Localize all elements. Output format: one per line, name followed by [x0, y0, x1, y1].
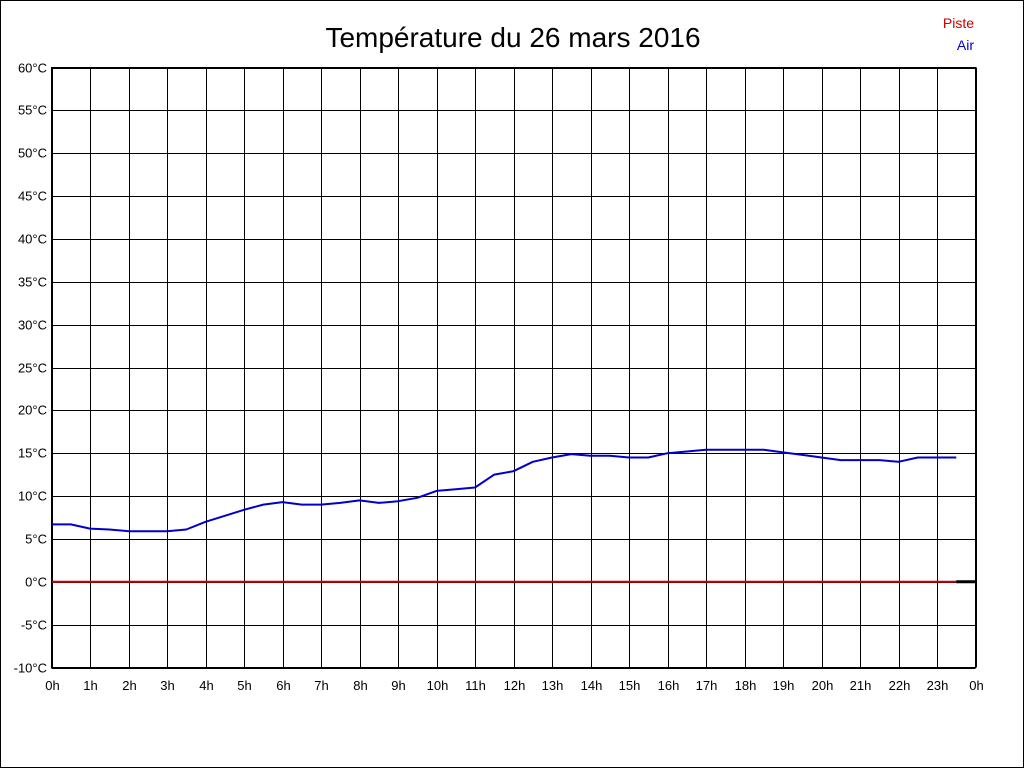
x-tick-label: 17h [696, 678, 718, 693]
x-tick-label: 15h [619, 678, 641, 693]
x-tick-label: 19h [773, 678, 795, 693]
y-tick-label: 50°C [18, 146, 47, 161]
x-tick-label: 23h [927, 678, 949, 693]
x-tick-label: 16h [658, 678, 680, 693]
y-tick-label: 20°C [18, 403, 47, 418]
series-layer [51, 448, 976, 584]
y-tick-label: 5°C [25, 532, 47, 547]
x-tick-label: 6h [276, 678, 290, 693]
y-axis-tick-labels: 60°C 55°C 50°C 45°C 40°C 35°C 30°C 25°C 20°C 15°C… [14, 61, 47, 676]
x-tick-label: 4h [199, 678, 213, 693]
y-tick-label: 15°C [18, 446, 47, 461]
x-tick-label: 2h [122, 678, 136, 693]
y-tick-label: -5°C [21, 618, 47, 633]
chart-title: Température du 26 mars 2016 [325, 22, 700, 53]
x-tick-label: 14h [581, 678, 603, 693]
plot-area-border [51, 67, 976, 668]
x-tick-label: 0h [45, 678, 59, 693]
legend-entry-air: Air [957, 37, 974, 53]
legend: Piste Air [943, 15, 974, 53]
y-tick-label: 25°C [18, 361, 47, 376]
y-tick-label: 40°C [18, 232, 47, 247]
y-tick-label: 60°C [18, 61, 47, 76]
grid [51, 67, 977, 669]
y-tick-label: -10°C [14, 661, 47, 676]
x-axis-tick-labels: 0h 1h 2h 3h 4h 5h 6h 7h 8h 9h 10h 11h 12h 13h 14h 15h 16… [45, 678, 983, 693]
legend-entry-piste: Piste [943, 15, 974, 31]
x-tick-label: 22h [889, 678, 911, 693]
y-tick-label: 0°C [25, 575, 47, 590]
y-tick-label: 35°C [18, 275, 47, 290]
x-tick-label: 13h [542, 678, 564, 693]
x-tick-label: 20h [812, 678, 834, 693]
x-tick-label: 5h [237, 678, 251, 693]
y-tick-label: 10°C [18, 489, 47, 504]
x-tick-label: 0h [969, 678, 983, 693]
x-tick-label: 12h [504, 678, 526, 693]
x-tick-label: 8h [353, 678, 367, 693]
y-tick-label: 30°C [18, 318, 47, 333]
x-tick-label: 3h [160, 678, 174, 693]
x-tick-label: 11h [465, 678, 486, 693]
x-tick-label: 18h [735, 678, 757, 693]
x-tick-label: 1h [83, 678, 97, 693]
x-tick-label: 7h [314, 678, 328, 693]
x-tick-label: 10h [427, 678, 449, 693]
x-tick-label: 21h [850, 678, 872, 693]
y-tick-label: 45°C [18, 189, 47, 204]
x-tick-label: 9h [391, 678, 405, 693]
series-line-air [51, 448, 957, 533]
y-tick-label: 55°C [18, 103, 47, 118]
